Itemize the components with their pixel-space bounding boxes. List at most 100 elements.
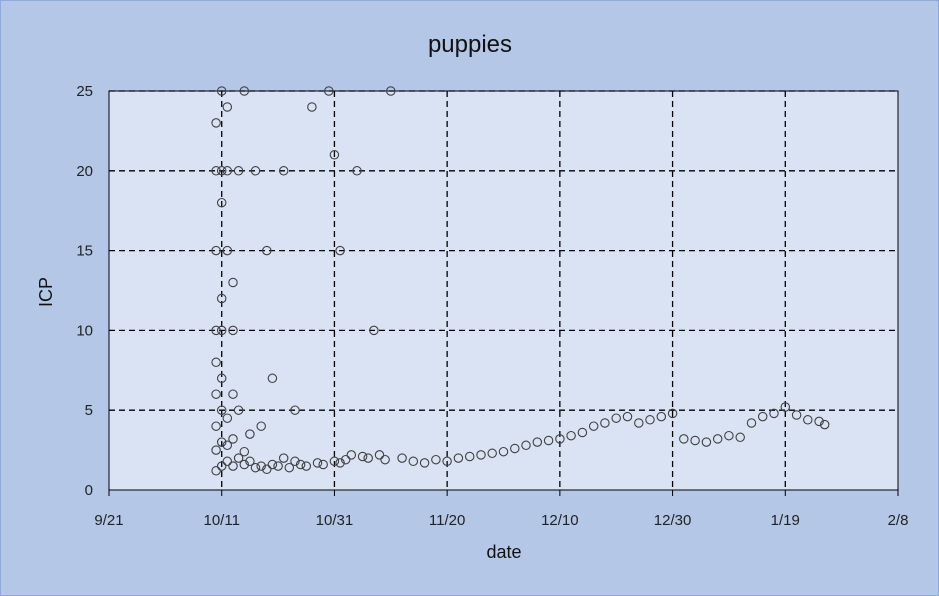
x-tick-label: 12/10 (541, 512, 579, 529)
data-point (301, 461, 312, 471)
data-point (555, 434, 565, 444)
data-point (352, 166, 362, 176)
data-point (408, 456, 419, 467)
data-point (228, 389, 238, 399)
data-point (222, 166, 233, 176)
data-point (216, 437, 227, 447)
data-point (211, 445, 221, 455)
data-point (211, 466, 221, 476)
data-point (622, 411, 633, 422)
data-point (380, 454, 390, 465)
y-tick-label: 25 (76, 83, 93, 100)
data-point (216, 325, 227, 336)
data-point (374, 450, 385, 460)
data-point (228, 277, 238, 288)
data-point (769, 408, 779, 419)
data-point (278, 166, 289, 176)
data-point (233, 405, 244, 415)
data-point (667, 408, 678, 419)
data-point (290, 405, 300, 415)
data-point (577, 427, 588, 438)
data-point (233, 453, 244, 463)
y-tick-label: 5 (85, 402, 93, 419)
data-point (295, 459, 306, 470)
data-point (442, 456, 452, 467)
data-point (228, 325, 238, 336)
data-point (335, 245, 345, 256)
data-point (290, 456, 300, 467)
data-point (724, 430, 734, 441)
data-point (222, 440, 233, 451)
data-point (369, 325, 379, 336)
data-point (250, 166, 261, 176)
data-point (211, 325, 221, 336)
data-point (819, 419, 830, 430)
data-point (228, 461, 238, 471)
data-point (679, 434, 689, 444)
data-point (262, 464, 272, 475)
x-tick-label: 9/21 (94, 512, 123, 529)
chart-title: puppies (428, 31, 512, 58)
data-point (324, 86, 334, 96)
data-point (228, 434, 238, 444)
data-point (312, 458, 323, 468)
data-point (735, 432, 745, 443)
data-point (278, 453, 289, 463)
axes (108, 91, 899, 496)
data-point (803, 415, 813, 425)
data-point (239, 459, 250, 470)
data-point (273, 461, 283, 471)
data-point (453, 453, 464, 463)
data-point (284, 462, 295, 473)
data-point (239, 446, 250, 457)
y-tick-label: 10 (76, 322, 93, 339)
data-point (346, 450, 357, 460)
data-point (329, 150, 340, 160)
data-point (363, 453, 373, 463)
data-point (216, 405, 227, 415)
data-point (757, 411, 768, 422)
x-tick-label: 10/31 (316, 512, 354, 529)
data-point (645, 415, 655, 425)
data-point (256, 461, 266, 471)
data-point (216, 166, 227, 176)
data-point (211, 389, 221, 399)
data-point (216, 461, 227, 471)
data-point (791, 410, 802, 420)
data-point (222, 413, 233, 423)
data-point (211, 166, 221, 176)
data-point (233, 166, 244, 176)
y-axis-title: ICP (36, 277, 56, 307)
data-point (307, 102, 317, 112)
data-point (239, 86, 250, 96)
data-point (814, 416, 824, 427)
data-point (357, 451, 368, 462)
data-point (510, 443, 520, 454)
y-tick-label: 0 (85, 482, 93, 499)
data-point (211, 421, 221, 431)
tick-labels: 0 5 10 15 20 25 9/21 10/11 10/31 11/20 12/10 12/30 1… (76, 83, 908, 529)
data-point (222, 102, 233, 112)
data-point (256, 421, 266, 431)
data-point (211, 118, 221, 128)
data-point (712, 434, 723, 444)
data-point (634, 418, 644, 428)
data-point (211, 245, 221, 256)
data-points (211, 86, 830, 476)
data-point (267, 373, 278, 384)
data-point (397, 453, 407, 463)
data-point (600, 418, 610, 428)
data-point (386, 86, 396, 96)
data-point (262, 245, 272, 256)
data-point (211, 357, 221, 368)
data-point (216, 373, 227, 384)
data-point (566, 430, 576, 441)
data-point (222, 456, 233, 467)
data-point (521, 440, 531, 451)
data-point (611, 413, 621, 423)
x-tick-label: 11/20 (429, 512, 465, 529)
data-point (780, 402, 791, 412)
data-point (419, 458, 430, 468)
data-point (656, 411, 667, 422)
data-point (746, 418, 757, 428)
